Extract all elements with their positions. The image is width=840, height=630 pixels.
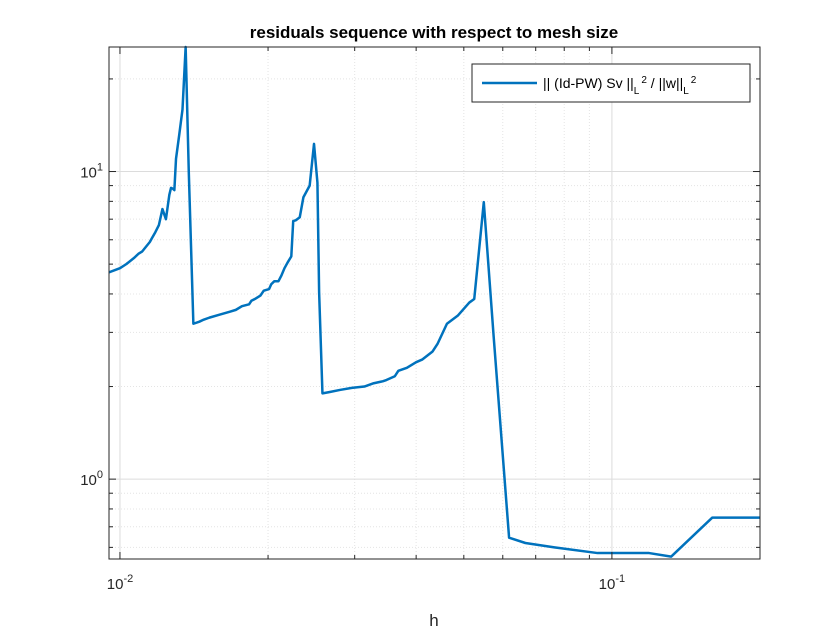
x-axis-label: h [429,611,438,630]
x-tick-label-exponent: -2 [123,573,133,585]
legend-middle: / ||w|| [647,75,683,91]
legend: || (Id-PW) Sv ||L2 / ||w||L2 [471,63,751,103]
legend-sup-2: 2 [691,75,697,86]
y-tick-label-base: 10 [80,165,97,182]
y-tick-label-exponent: 0 [97,469,103,481]
y-tick-label: 101 [80,162,103,182]
chart-title: residuals sequence with respect to mesh … [250,23,618,42]
legend-prefix: || (Id-PW) Sv || [543,75,634,91]
legend-sub-2: L [683,86,689,97]
y-tick-label-exponent: 1 [97,162,103,174]
plot-frame [108,46,761,560]
x-tick-label: 10-1 [599,573,625,593]
series-line [109,45,760,558]
legend-label: || (Id-PW) Sv ||L2 / ||w||L2 [543,75,697,97]
x-tick-label-exponent: -1 [615,573,625,585]
x-tick-label-base: 10 [107,576,124,593]
legend-sup-1: 2 [641,75,647,86]
y-tick-label: 100 [80,469,103,489]
legend-sub-1: L [634,86,640,97]
series-layer [109,45,760,558]
plot-area [109,47,760,559]
x-tick-label-base: 10 [599,576,616,593]
x-tick-label: 10-2 [107,573,133,593]
major-grid [109,47,760,559]
y-tick-label-base: 10 [80,472,97,489]
tick-marks [109,47,761,559]
